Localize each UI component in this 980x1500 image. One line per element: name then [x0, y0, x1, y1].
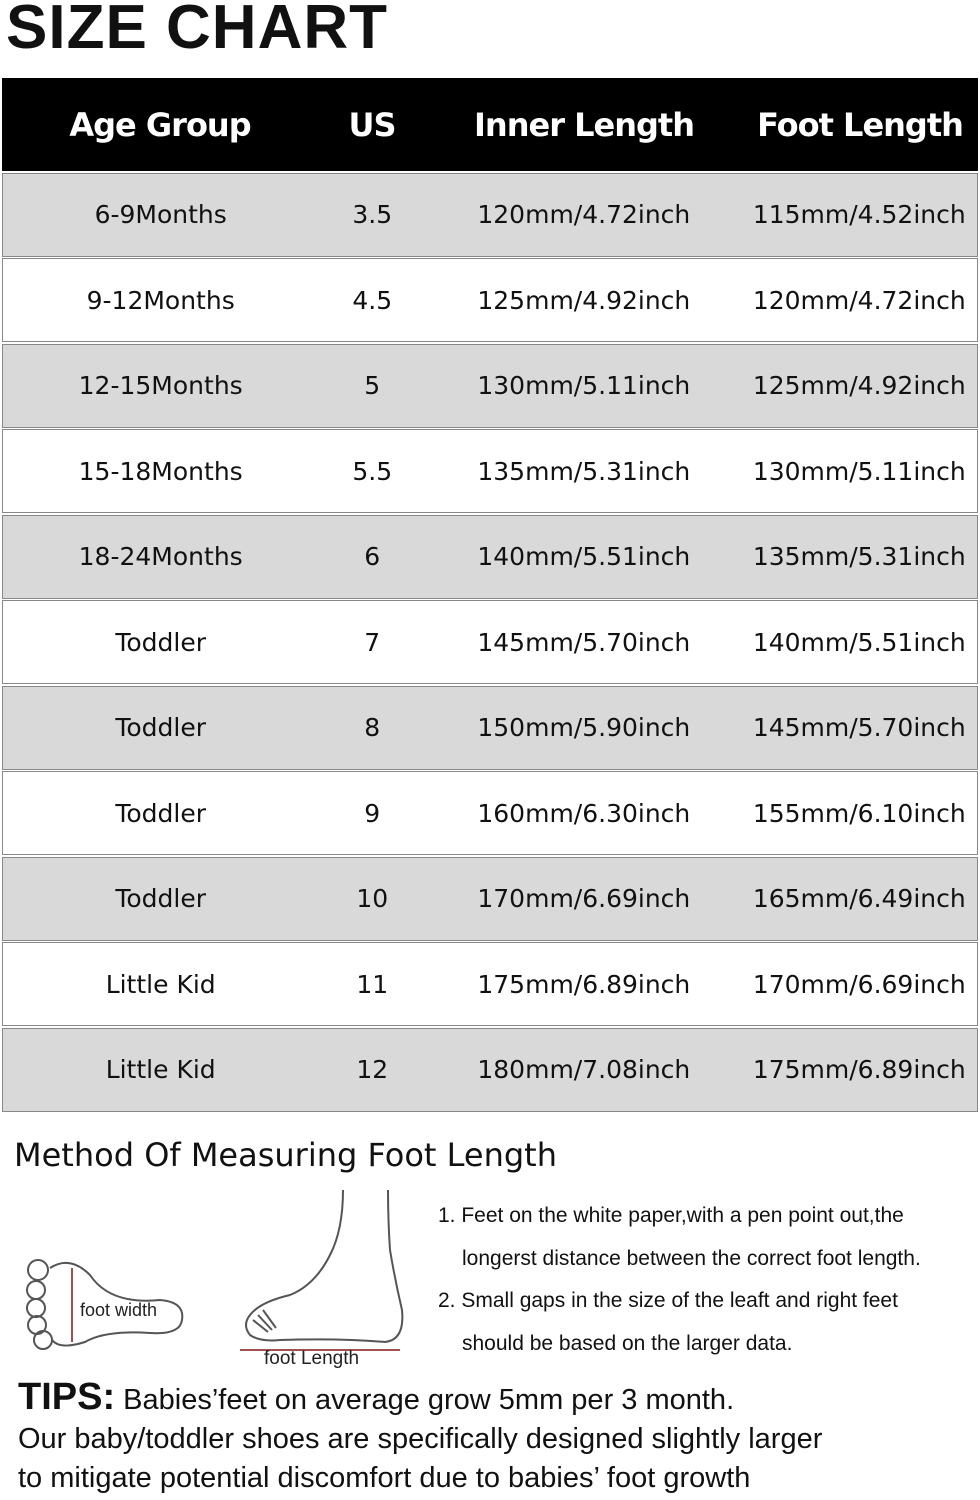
- table-row: Toddler 10 170mm/6.69inch 165mm/6.49inch: [2, 856, 978, 941]
- cell-age-group: 12-15Months: [78, 371, 243, 400]
- step-2-cont: should be based on the larger data.: [462, 1331, 793, 1355]
- cell-foot-length: 170mm/6.69inch: [752, 969, 966, 999]
- cell-age-group: 18-24Months: [78, 542, 243, 571]
- cell-foot-length: 165mm/6.49inch: [752, 884, 966, 913]
- header-us: US: [348, 105, 396, 144]
- tips-line-1: Babies’feet on average grow 5mm per 3 mo…: [115, 1384, 735, 1416]
- cell-age-group: Toddler: [115, 713, 207, 742]
- header-age-group: Age Group: [69, 105, 251, 144]
- cell-foot-length: 135mm/5.31inch: [752, 542, 966, 571]
- cell-us-size: 10: [356, 884, 389, 913]
- cell-inner-length: 180mm/7.08inch: [477, 1055, 691, 1084]
- cell-inner-length: 150mm/5.90inch: [477, 713, 691, 742]
- table-row: 9-12Months 4.5 125mm/4.92inch 120mm/4.72inc…: [2, 258, 978, 342]
- foot-top-view-icon: [26, 1259, 184, 1350]
- tips-line-2: Our baby/toddler shoes are specifically …: [18, 1423, 823, 1455]
- cell-age-group: Toddler: [115, 884, 207, 913]
- cell-foot-length: 140mm/5.51inch: [752, 627, 966, 657]
- cell-us-size: 6: [364, 542, 381, 571]
- cell-foot-length: 130mm/5.11inch: [752, 456, 966, 486]
- header-inner-length: Inner Length: [474, 105, 695, 144]
- cell-us-size: 5.5: [352, 456, 393, 486]
- table-row: 18-24Months 6 140mm/5.51inch 135mm/5.31inch: [2, 514, 978, 599]
- cell-inner-length: 145mm/5.70inch: [477, 627, 691, 657]
- cell-age-group: Little Kid: [105, 1055, 216, 1084]
- table-header: Age Group US Inner Length Foot Length: [2, 78, 978, 171]
- foot-measurement-illustration: foot width foot Length: [26, 1190, 404, 1369]
- cell-us-size: 4.5: [352, 285, 393, 315]
- cell-us-size: 3.5: [352, 200, 393, 229]
- table-row: Little Kid 12 180mm/7.08inch 175mm/6.89inch: [2, 1027, 978, 1112]
- table-row: Toddler 8 150mm/5.90inch 145mm/5.70inch: [2, 685, 978, 770]
- cell-foot-length: 120mm/4.72inch: [752, 285, 966, 315]
- table-row: 15-18Months 5.5 135mm/5.31inch 130mm/5.11in…: [2, 429, 978, 513]
- cell-us-size: 9: [364, 798, 381, 828]
- method-heading: Method Of Measuring Foot Length: [14, 1136, 557, 1174]
- cell-foot-length: 145mm/5.70inch: [752, 713, 966, 742]
- tips-line-3: to mitigate potential discomfort due to …: [18, 1462, 751, 1494]
- cell-us-size: 11: [356, 969, 389, 999]
- page-title: SIZE CHART: [6, 0, 388, 62]
- table-row: Toddler 9 160mm/6.30inch 155mm/6.10inch: [2, 771, 978, 855]
- foot-side-view-icon: [245, 1190, 404, 1344]
- cell-inner-length: 130mm/5.11inch: [477, 371, 691, 400]
- cell-inner-length: 160mm/6.30inch: [477, 798, 691, 828]
- table-row: Toddler 7 145mm/5.70inch 140mm/5.51inch: [2, 600, 978, 684]
- cell-foot-length: 175mm/6.89inch: [752, 1055, 966, 1084]
- cell-age-group: 6-9Months: [94, 200, 227, 229]
- cell-foot-length: 125mm/4.92inch: [752, 371, 966, 400]
- foot-width-label: foot width: [80, 1300, 157, 1320]
- cell-age-group: 9-12Months: [86, 285, 235, 315]
- cell-inner-length: 170mm/6.69inch: [477, 884, 691, 913]
- table-row: 12-15Months 5 130mm/5.11inch 125mm/4.92inch: [2, 343, 978, 428]
- cell-us-size: 12: [356, 1055, 389, 1084]
- cell-age-group: Toddler: [115, 798, 207, 828]
- header-foot-length: Foot Length: [757, 105, 964, 144]
- size-table: Age Group US Inner Length Foot Length 6-…: [2, 78, 978, 1112]
- measuring-steps: 1. Feet on the white paper,with a pen po…: [438, 1195, 921, 1365]
- cell-inner-length: 175mm/6.89inch: [477, 969, 691, 999]
- tips-label: TIPS:: [18, 1376, 116, 1418]
- cell-us-size: 8: [364, 713, 381, 742]
- tips: TIPS: Babies’feet on average grow 5mm pe…: [18, 1378, 822, 1498]
- cell-us-size: 7: [364, 627, 381, 657]
- step-1-cont: longerst distance between the correct fo…: [462, 1246, 921, 1270]
- foot-length-label: foot Length: [264, 1348, 359, 1369]
- step-1: 1. Feet on the white paper,with a pen po…: [438, 1204, 904, 1227]
- cell-inner-length: 140mm/5.51inch: [477, 542, 691, 571]
- cell-age-group: Little Kid: [105, 969, 216, 999]
- table-row: Little Kid 11 175mm/6.89inch 170mm/6.69inch: [2, 942, 978, 1026]
- cell-inner-length: 125mm/4.92inch: [477, 285, 691, 315]
- table-row: 6-9Months 3.5 120mm/4.72inch 115mm/4.52inch: [2, 172, 978, 257]
- cell-foot-length: 155mm/6.10inch: [752, 798, 966, 828]
- cell-age-group: Toddler: [115, 627, 207, 657]
- cell-us-size: 5: [364, 371, 381, 400]
- step-2: 2. Small gaps in the size of the leaft a…: [438, 1289, 898, 1312]
- cell-foot-length: 115mm/4.52inch: [752, 200, 966, 229]
- cell-inner-length: 120mm/4.72inch: [477, 200, 691, 229]
- cell-age-group: 15-18Months: [78, 456, 243, 486]
- cell-inner-length: 135mm/5.31inch: [477, 456, 691, 486]
